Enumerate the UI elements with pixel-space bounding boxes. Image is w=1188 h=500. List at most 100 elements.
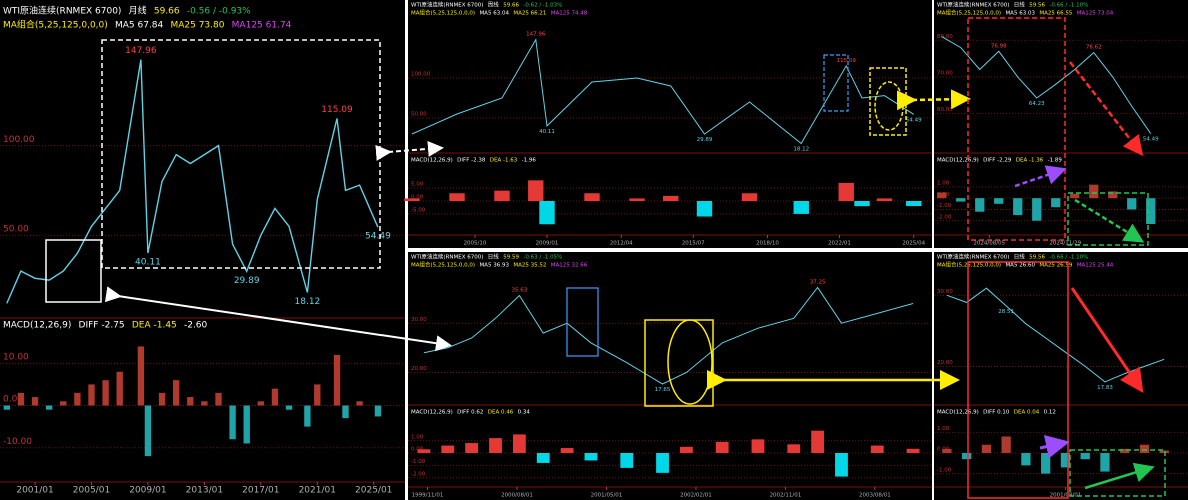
- x-tick-label: 2013/01: [186, 486, 223, 496]
- macd-bar: [870, 445, 884, 453]
- macd-bar: [102, 380, 109, 406]
- price-label: 115.09: [837, 58, 857, 64]
- y-tick-label: 0.00: [3, 395, 23, 405]
- header-price: 59.66: [503, 3, 519, 9]
- header-ma5: MA5 36.93: [479, 263, 509, 269]
- x-tick-label: 2021/01: [299, 486, 336, 496]
- macd-bar: [489, 438, 502, 453]
- macd-bar: [1127, 198, 1137, 210]
- macd-bar: [116, 371, 123, 406]
- header-macd-value: 0.34: [518, 410, 531, 416]
- y-tick-label: 80.00: [937, 34, 953, 40]
- macd-bar: [1060, 453, 1071, 468]
- header-ma125: MA125 73.04: [1077, 11, 1114, 17]
- macd-bar: [629, 198, 645, 201]
- header-diff: DIFF 0.10: [983, 410, 1010, 416]
- header-diff: DIFF -2.75: [79, 321, 125, 331]
- header-price: 59.56: [1029, 3, 1045, 9]
- y-tick-label: 30.00: [411, 317, 427, 323]
- y-tick-label: 100.00: [411, 72, 431, 78]
- price-label: 37.25: [810, 280, 826, 286]
- macd-bar: [539, 201, 555, 225]
- macd-bar: [1013, 198, 1023, 216]
- annotations: [45, 17, 1166, 499]
- x-tick-label: 2003/08/01: [859, 493, 891, 499]
- macd-bar: [876, 198, 893, 201]
- y-tick-label: -10.00: [3, 437, 32, 447]
- header-ma25: MA25 73.80: [170, 21, 224, 31]
- header-macd-value: -1.89: [1048, 158, 1063, 164]
- macd-bar: [741, 193, 758, 201]
- price-label: 40.11: [135, 258, 161, 268]
- macd-bar: [1108, 191, 1118, 199]
- macd-bar: [854, 201, 870, 207]
- header-change: -0.56 / -0.93%: [187, 7, 251, 17]
- header-title: WTI原油连续(RNMEX 6700): [411, 1, 483, 9]
- header-ma-title: MA组合(5,25,125,0,0,0): [411, 261, 475, 269]
- y-tick-label: -1.00: [937, 467, 952, 473]
- highlight-box: [644, 319, 714, 407]
- arrow: [104, 286, 452, 352]
- y-tick-label: -2.00: [937, 214, 952, 220]
- macd-bar: [404, 198, 420, 201]
- macd-bar: [906, 448, 920, 453]
- macd-bar: [528, 180, 544, 201]
- x-tick-label: 2005/10: [464, 241, 487, 247]
- macd-bar: [811, 430, 825, 453]
- y-tick-label: 60.00: [937, 107, 953, 113]
- arrow: [1069, 61, 1144, 156]
- macd-bar: [88, 384, 95, 406]
- macd-bar: [620, 453, 634, 468]
- x-tick-label: 2018/10: [756, 241, 779, 247]
- price-line: [941, 36, 1152, 134]
- y-tick-label: 20.00: [411, 366, 427, 372]
- macd-bar: [663, 195, 679, 201]
- macd-bar: [60, 401, 67, 406]
- price-label: 40.11: [539, 129, 555, 135]
- header-change: -0.66 / -1.10%: [1049, 3, 1088, 9]
- macd-bar: [787, 444, 801, 453]
- header-period: 日线: [1014, 253, 1026, 261]
- macd-bar: [158, 392, 166, 406]
- price-label: 18.12: [295, 297, 321, 307]
- macd-bar: [937, 192, 947, 199]
- header-change: -0.66 / -1.10%: [1049, 255, 1088, 261]
- x-tick-label: 2001/01: [16, 486, 53, 496]
- macd-bar: [906, 201, 922, 207]
- header-ma5: MA5 67.84: [115, 21, 164, 31]
- macd-bar: [257, 401, 264, 406]
- x-tick-label: 1999/11/01: [412, 493, 444, 499]
- header-ma-title: MA组合(5,25,125,0,0,0): [937, 9, 1001, 17]
- macd-bar: [715, 441, 729, 453]
- macd-bar: [356, 401, 363, 406]
- x-tick-label: 2001/08/01: [1050, 493, 1082, 499]
- header-macd-value: 0.12: [1044, 410, 1056, 416]
- macd-bar: [74, 392, 81, 406]
- macd-bar: [994, 198, 1004, 204]
- header-ma5: MA5 26.60: [1005, 263, 1035, 269]
- macd-bar: [1089, 184, 1099, 199]
- macd-bar: [304, 405, 311, 427]
- x-tick-label: 2002/02/01: [680, 493, 712, 499]
- highlight-box: [967, 261, 1069, 499]
- header-ma5: MA5 63.03: [1005, 11, 1035, 17]
- macd-bar: [314, 384, 321, 406]
- header-title: WTI原油连续(RNMEX 6700): [937, 1, 1009, 9]
- macd-bar: [441, 445, 455, 453]
- macd-bar: [536, 453, 550, 463]
- y-tick-label: 10.00: [3, 353, 29, 363]
- macd-bar: [751, 439, 765, 453]
- price-label: 17.65: [655, 387, 671, 393]
- header-ma125: MA125 61.74: [232, 21, 292, 31]
- header-ma-title: MA组合(5,25,125,0,0,0): [411, 9, 475, 17]
- macd-bar: [494, 190, 510, 201]
- arrow: [896, 89, 971, 111]
- highlight-box: [566, 287, 599, 357]
- macd-bar: [1051, 198, 1061, 208]
- header-price: 59.59: [503, 255, 519, 261]
- y-tick-label: 50.00: [3, 224, 29, 234]
- highlight-ellipse: [667, 319, 713, 405]
- header-macd-title: MACD(12,26,9): [3, 321, 71, 331]
- macd-bar: [417, 449, 431, 453]
